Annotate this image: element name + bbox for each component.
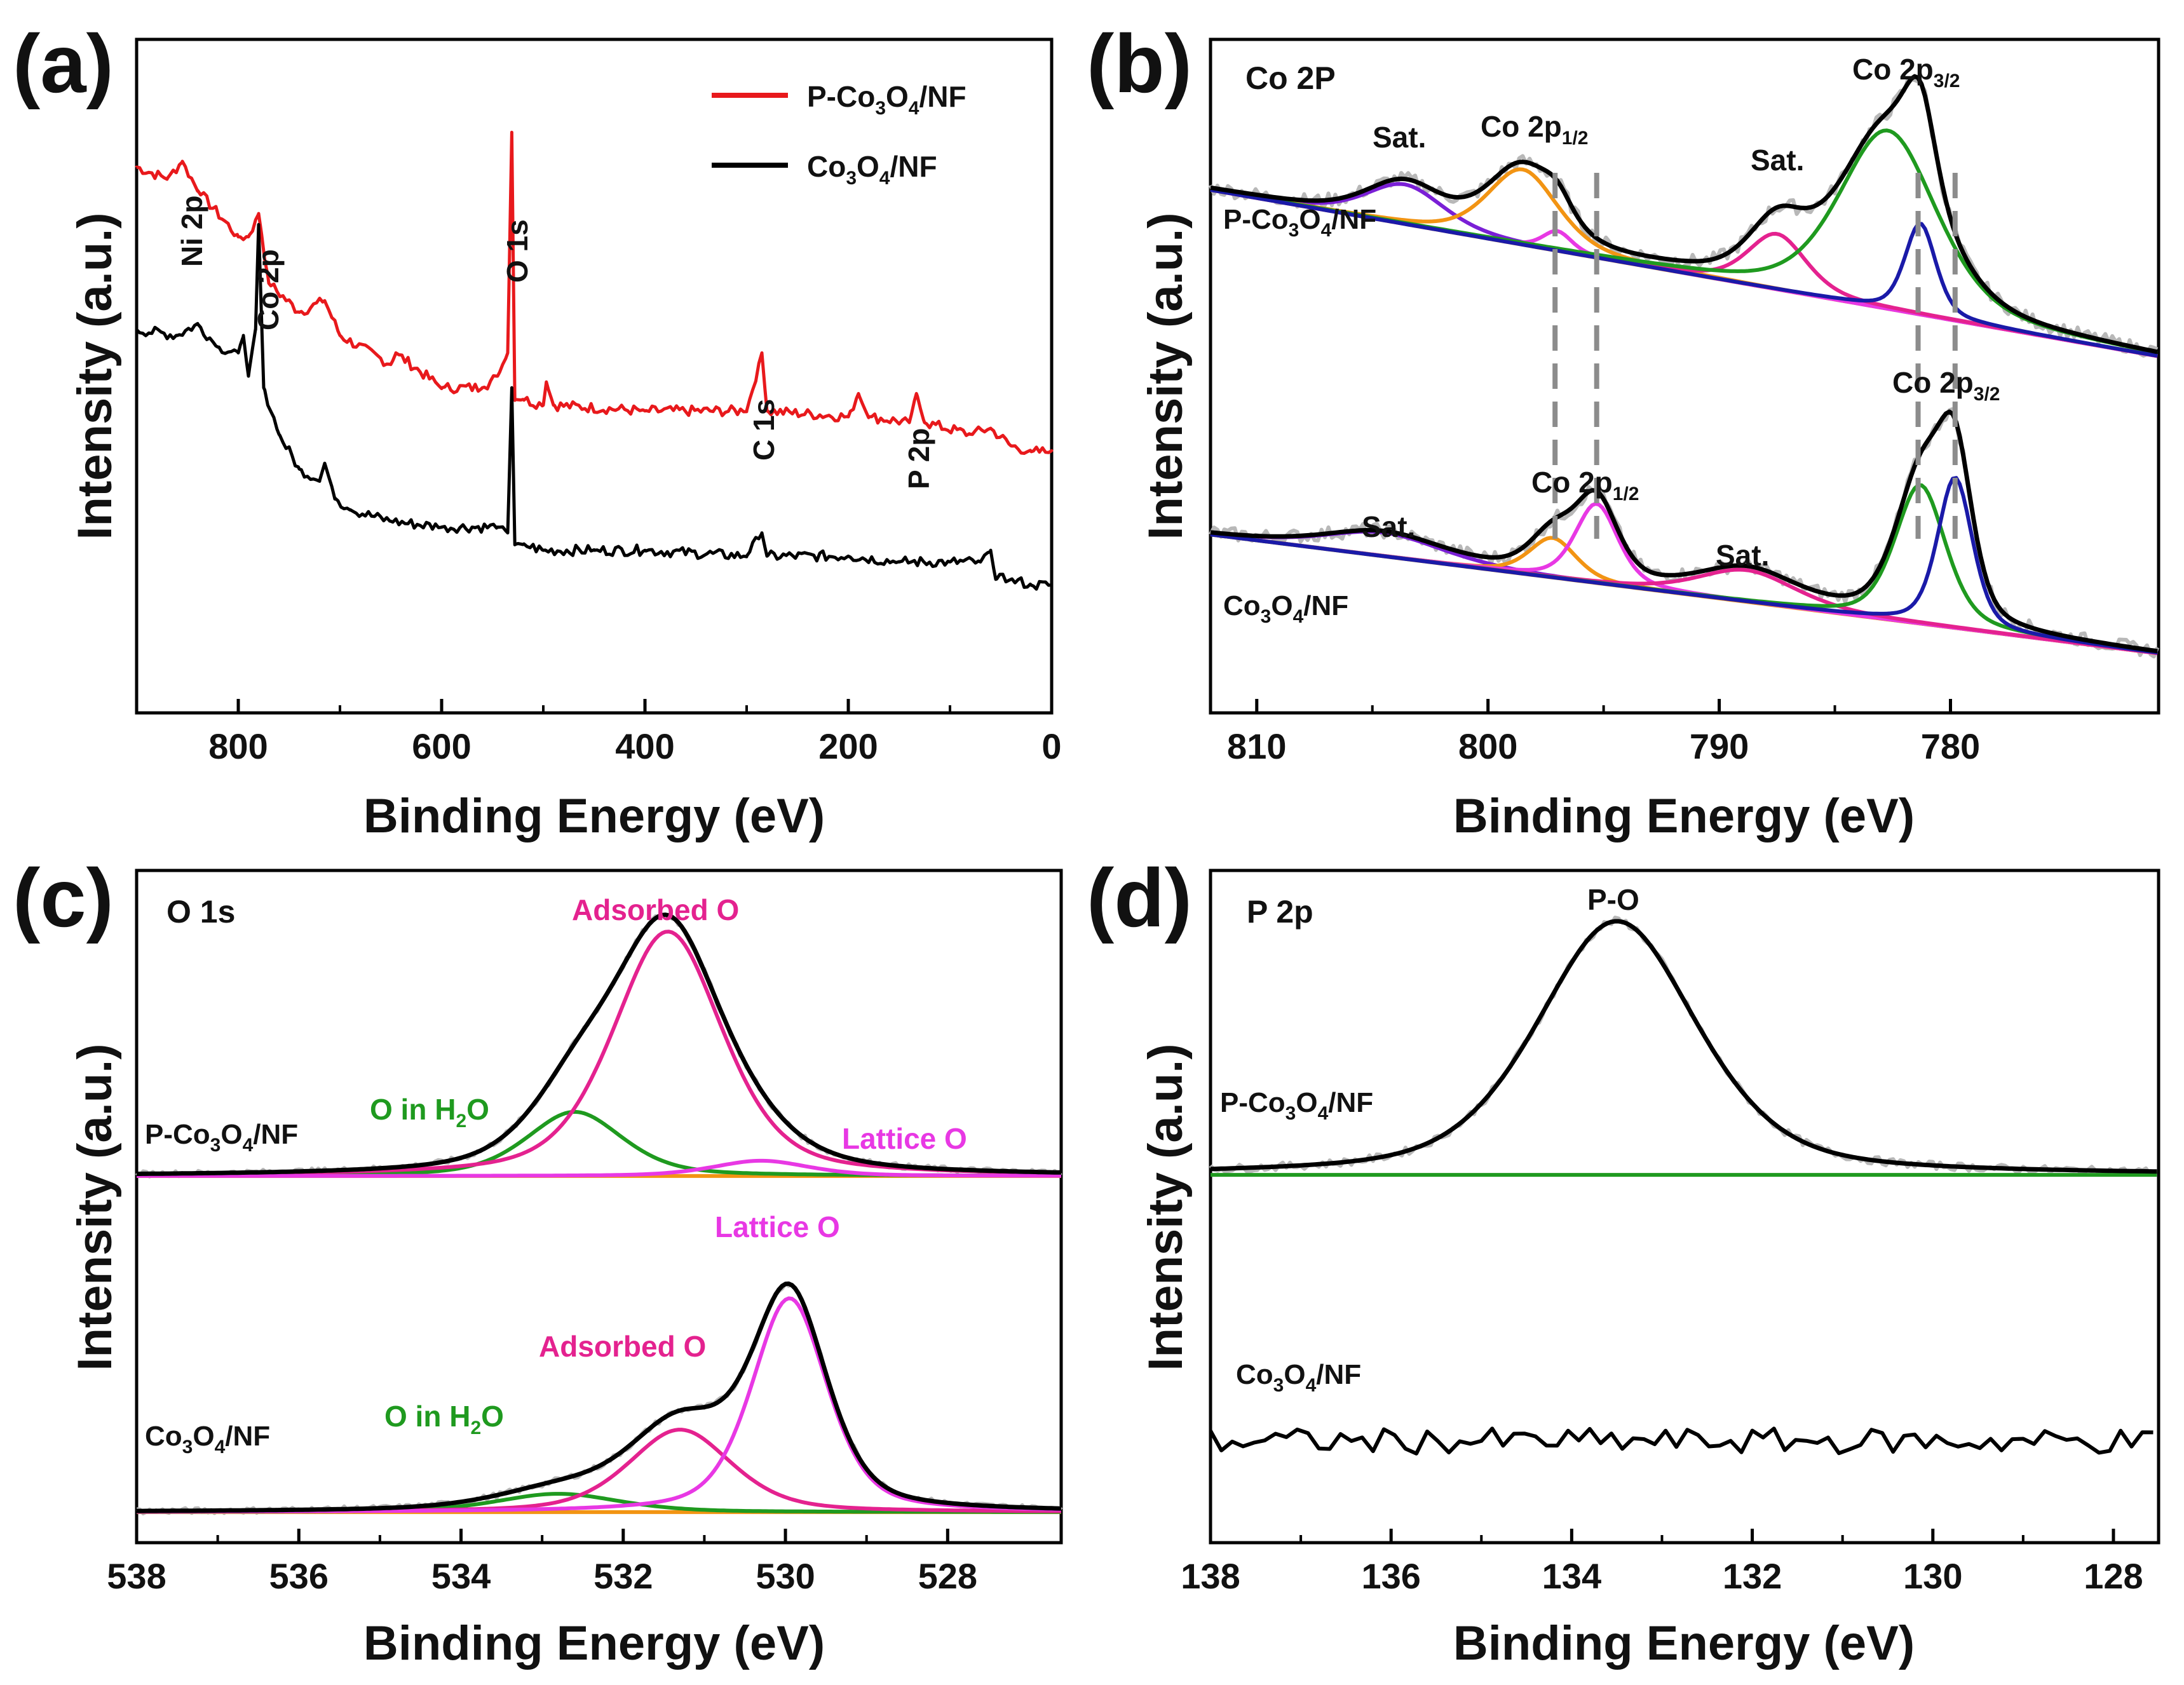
- panel-d-frame: [1209, 869, 2160, 1545]
- fit-envelope-upper: [1210, 919, 2157, 1174]
- x-tick-label-536: 536: [269, 1556, 329, 1596]
- series-co3o4-nf: [135, 223, 1054, 591]
- x-tick-label-810: 810: [1227, 726, 1286, 766]
- panel-a-ylabel: Intensity (a.u.): [68, 212, 122, 539]
- fit-envelope-lower: [1210, 409, 2158, 654]
- x-tick-label-134: 134: [1542, 1556, 1601, 1596]
- panel-d-series: [1209, 916, 2157, 1456]
- b-upper-sat-2: Sat.: [1751, 144, 1804, 177]
- panel-d-xlabel: Binding Energy (eV): [1453, 1616, 1915, 1670]
- c-upper-adsorbed-o: Adsorbed O: [572, 893, 739, 926]
- legend-label-p-co3o4: P-Co3O4/NF: [807, 80, 967, 119]
- panel-d-p2p-spectrum: (d) 138 136 134 132 130 128 P 2p P-O P-Co3O4/…: [1087, 851, 2160, 1670]
- x-tick-label-528: 528: [918, 1556, 977, 1596]
- panel-b-series: [1209, 74, 2159, 659]
- x-tick-label-0: 0: [1041, 726, 1061, 766]
- component-peak-upper-5: [1210, 187, 2158, 358]
- panel-c-series: [135, 912, 1063, 1515]
- panel-b-x-ticks: 810 800 790 780: [1227, 699, 1980, 766]
- x-tick-label-534: 534: [431, 1556, 491, 1596]
- fit-envelope-lower: [137, 1281, 1062, 1513]
- fit-envelope-upper: [137, 912, 1062, 1176]
- x-tick-label-128: 128: [2084, 1556, 2143, 1596]
- panel-b-letter: (b): [1087, 17, 1192, 110]
- peak-label-p-2p: P 2p: [902, 428, 935, 489]
- series-p-co3o4-nf: [135, 130, 1054, 455]
- raw-data-lower: [136, 1282, 1063, 1515]
- panel-c-o1s-spectrum: (c) 538 536 534 532 530 528 O 1s Adsorbed O O…: [13, 851, 1063, 1670]
- x-tick-label-532: 532: [593, 1556, 653, 1596]
- x-tick-label-138: 138: [1181, 1556, 1240, 1596]
- x-tick-label-136: 136: [1361, 1556, 1420, 1596]
- d-lower-sample-label: Co3O4/NF: [1236, 1359, 1361, 1396]
- x-tick-label-400: 400: [615, 726, 674, 766]
- b-lower-sat-1: Sat.: [1362, 510, 1415, 543]
- b-lower-co2p12: Co 2p1/2: [1531, 466, 1639, 504]
- panel-c-title: O 1s: [166, 894, 235, 930]
- c-lower-adsorbed-o: Adsorbed O: [539, 1330, 706, 1363]
- c-lower-o-in-h2o: O in H2O: [384, 1400, 504, 1438]
- peak-label-o-1s: O 1s: [501, 219, 534, 283]
- b-lower-sample-label: Co3O4/NF: [1223, 590, 1348, 627]
- d-peak-label-p-o: P-O: [1587, 883, 1639, 916]
- panel-a-frame: [135, 37, 1054, 715]
- c-lower-lattice-o: Lattice O: [715, 1210, 840, 1243]
- panel-a-x-ticks: 800 600 400 200 0: [208, 699, 1062, 766]
- b-lower-sat-2: Sat.: [1716, 539, 1769, 572]
- c-upper-o-in-h2o: O in H2O: [370, 1093, 489, 1132]
- x-tick-label-538: 538: [107, 1556, 166, 1596]
- panel-d-x-ticks: 138 136 134 132 130 128: [1181, 1529, 2143, 1596]
- panel-d-letter: (d): [1087, 851, 1192, 944]
- panel-c-frame: [135, 869, 1063, 1545]
- component-peak-upper-0: [1210, 919, 2157, 1174]
- c-upper-lattice-o: Lattice O: [842, 1122, 967, 1155]
- panel-d-title: P 2p: [1247, 894, 1313, 930]
- x-tick-label-130: 130: [1903, 1556, 1962, 1596]
- x-tick-label-800: 800: [208, 726, 268, 766]
- panel-b-co2p-spectrum: (b) 810 800 790 780 Co 2P Sat. Co 2p1/2 Sat…: [1087, 17, 2160, 843]
- panel-b-title: Co 2P: [1245, 60, 1336, 96]
- panel-b-ylabel: Intensity (a.u.): [1139, 212, 1193, 539]
- x-tick-label-790: 790: [1690, 726, 1749, 766]
- x-tick-label-780: 780: [1921, 726, 1980, 766]
- b-upper-co2p32: Co 2p3/2: [1852, 53, 1960, 91]
- raw-data-upper: [1209, 916, 2157, 1177]
- fit-envelope-upper: [1210, 74, 2158, 355]
- x-tick-label-600: 600: [412, 726, 471, 766]
- panel-c-x-ticks: 538 536 534 532 530 528: [107, 1529, 977, 1596]
- b-lower-co2p32: Co 2p3/2: [1892, 366, 2000, 405]
- panel-c-letter: (c): [13, 851, 114, 944]
- panel-d-ylabel: Intensity (a.u.): [1139, 1043, 1193, 1370]
- panel-a-survey-spectrum: (a) 800 600 400 200 0 P-Co3O4/NF Co3O4/NF Ni…: [13, 17, 1062, 843]
- x-tick-label-132: 132: [1723, 1556, 1782, 1596]
- panel-b-frame: [1209, 37, 2160, 715]
- peak-label-c-1s: C 1s: [747, 399, 780, 461]
- panel-a-xlabel: Binding Energy (eV): [363, 789, 825, 843]
- panel-b-xlabel: Binding Energy (eV): [1453, 789, 1915, 843]
- series-co3o4-nf-p2p: [1209, 1426, 2153, 1456]
- peak-label-co-2p: Co 2p: [252, 249, 285, 330]
- component-peak-upper-2: [137, 1158, 1061, 1178]
- b-upper-co2p12: Co 2p1/2: [1481, 110, 1589, 149]
- component-peak-upper-4: [1210, 128, 2158, 355]
- c-lower-sample-label: Co3O4/NF: [145, 1421, 270, 1458]
- panel-c-xlabel: Binding Energy (eV): [363, 1616, 825, 1670]
- b-upper-sat-1: Sat.: [1373, 121, 1426, 154]
- c-upper-sample-label: P-Co3O4/NF: [145, 1119, 298, 1156]
- x-tick-label-200: 200: [818, 726, 878, 766]
- legend-label-co3o4: Co3O4/NF: [807, 150, 937, 189]
- peak-label-ni-2p: Ni 2p: [175, 196, 208, 267]
- d-upper-sample-label: P-Co3O4/NF: [1220, 1087, 1373, 1124]
- panel-a-letter: (a): [13, 17, 114, 110]
- b-upper-sample-label: P-Co3O4/NF: [1223, 204, 1376, 241]
- panel-a-series: [135, 130, 1054, 591]
- component-peak-lower-5: [1210, 476, 2158, 655]
- x-tick-label-530: 530: [756, 1556, 815, 1596]
- x-tick-label-800: 800: [1458, 726, 1517, 766]
- panel-c-ylabel: Intensity (a.u.): [68, 1043, 122, 1370]
